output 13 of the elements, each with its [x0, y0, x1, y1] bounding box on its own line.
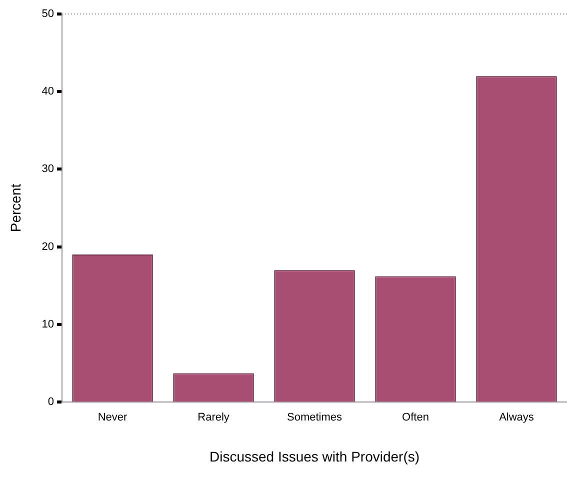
y-tick-label: 20: [42, 240, 54, 253]
y-tick-label: 50: [42, 8, 54, 20]
x-tick-label: Never: [98, 412, 128, 424]
y-tick-label: 40: [42, 86, 54, 98]
y-tick-label: 30: [42, 163, 54, 176]
x-tick-label: Rarely: [198, 412, 230, 424]
x-axis-title: Discussed Issues with Provider(s): [209, 448, 420, 464]
x-tick-label: Often: [402, 412, 429, 424]
y-tick-label: 10: [42, 318, 54, 330]
x-tick-label: Always: [499, 412, 534, 424]
y-axis-title: Percent: [7, 184, 24, 232]
x-tick-label: Sometimes: [287, 412, 343, 424]
y-tick-label: 0: [48, 396, 54, 408]
